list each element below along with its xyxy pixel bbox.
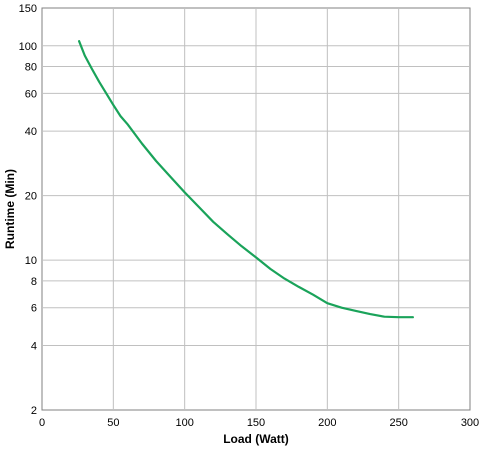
y-tick-label: 4 [31,340,37,352]
y-tick-label: 80 [25,62,37,74]
y-tick-label: 20 [25,191,37,203]
x-tick-labels: 0 50 100 150 200 250 300 [39,417,479,429]
y-tick-labels: 2 4 6 8 10 20 40 60 80 100 150 [19,3,37,417]
x-tick-label: 200 [318,417,336,429]
y-tick-label: 150 [19,3,37,15]
series-layer [77,40,414,319]
y-tick-label: 8 [31,276,37,288]
runtime-series-line [77,40,414,319]
y-tick-label: 6 [31,303,37,315]
x-tick-label: 150 [247,417,265,429]
x-tick-label: 300 [461,417,479,429]
x-tick-label: 100 [175,417,193,429]
grid-lines [42,8,470,410]
y-tick-label: 40 [25,126,37,138]
x-axis-title: Load (Watt) [223,432,289,446]
y-tick-label: 2 [31,405,37,417]
y-tick-label: 10 [25,255,37,267]
x-tick-label: 50 [107,417,119,429]
x-tick-label: 0 [39,417,45,429]
y-axis-title: Runtime (Min) [3,169,17,249]
x-tick-label: 250 [389,417,407,429]
y-tick-label: 60 [25,88,37,100]
y-tick-label: 100 [19,41,37,53]
